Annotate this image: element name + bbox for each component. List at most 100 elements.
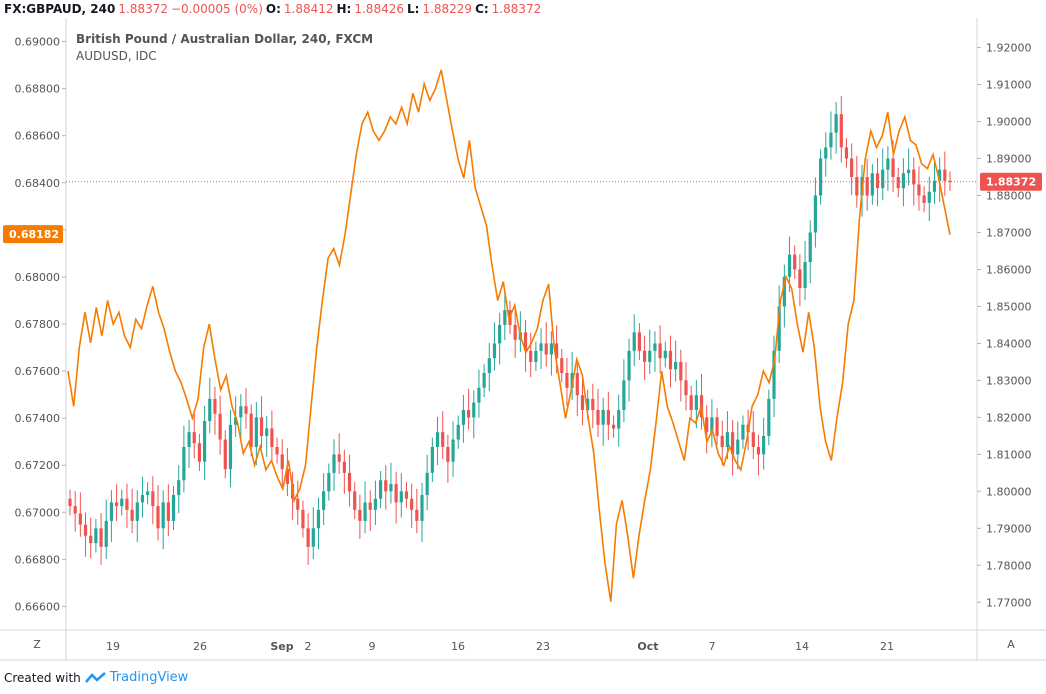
candle-body <box>399 491 403 503</box>
candle-body <box>539 343 543 351</box>
candle-body <box>135 502 139 521</box>
tradingview-logo[interactable]: TradingView <box>84 670 188 685</box>
candle-body <box>441 432 445 447</box>
left-tick-label: 0.67200 <box>15 459 61 472</box>
x-tick-label: 14 <box>795 640 809 653</box>
candle-body <box>896 177 900 189</box>
right-tick-label: 1.89000 <box>986 153 1032 166</box>
candle-body <box>513 324 517 340</box>
candle-body <box>793 254 797 270</box>
candle-body <box>239 406 243 418</box>
candle-body <box>824 147 828 159</box>
candle-body <box>492 343 497 359</box>
x-tick-label: 23 <box>536 640 550 653</box>
candle-body <box>803 262 807 288</box>
left-tick-label: 0.68800 <box>15 83 61 96</box>
candle-body <box>606 409 610 425</box>
close-value: 1.88372 <box>491 2 542 16</box>
x-tick-label: 7 <box>709 640 716 653</box>
candle-body <box>89 535 93 544</box>
candle-body <box>684 380 688 396</box>
candle-body <box>358 509 362 521</box>
compare-series-legend[interactable]: AUDUSD, IDC <box>76 49 157 63</box>
candle-body <box>736 439 740 455</box>
candle-body <box>265 428 269 436</box>
symbol-label[interactable]: FX:GBPAUD, 240 <box>4 2 116 16</box>
open-value: 1.88412 <box>283 2 334 16</box>
candle-body <box>741 424 745 440</box>
candle-body <box>73 506 77 514</box>
right-tick-label: 1.84000 <box>986 337 1032 350</box>
candle-body <box>151 491 155 507</box>
candle-body <box>197 443 202 462</box>
candle-body <box>798 269 802 288</box>
candle-body <box>384 480 388 492</box>
audusd-series-line <box>67 69 951 602</box>
candle-body <box>560 358 564 373</box>
candle-body <box>415 509 419 521</box>
candle-body <box>228 424 233 470</box>
candle-body <box>529 350 533 362</box>
candle-body <box>762 435 766 455</box>
candle-body <box>472 402 476 418</box>
candle-body <box>523 332 528 351</box>
left-tick-label: 0.67400 <box>15 412 61 425</box>
candle-body <box>461 409 466 425</box>
candle-body <box>818 158 823 196</box>
candle-body <box>891 158 895 178</box>
right-tick-label: 1.86000 <box>986 263 1032 276</box>
candle-body <box>808 232 812 263</box>
candle-body <box>337 454 341 462</box>
candle-body <box>886 158 890 170</box>
right-scale-toggle[interactable]: A <box>1007 638 1015 651</box>
right-tick-label: 1.87000 <box>986 226 1032 239</box>
left-tick-label: 0.68400 <box>15 177 61 190</box>
x-tick-label: 2 <box>305 640 312 653</box>
candle-body <box>498 324 502 344</box>
candle-body <box>834 114 838 133</box>
candle-body <box>850 158 854 178</box>
left-tick-label: 0.68000 <box>15 271 61 284</box>
candle-body <box>668 350 673 370</box>
candle-body <box>653 343 657 351</box>
candle-body <box>394 483 398 503</box>
candle-body <box>446 446 450 462</box>
candle-body <box>617 409 621 429</box>
last-price-value: 1.88372 <box>986 176 1036 189</box>
candle-body <box>674 361 678 370</box>
candle-body <box>632 332 636 351</box>
candle-body <box>104 520 108 547</box>
last-price-badge <box>980 172 1042 191</box>
candle-body <box>275 446 279 455</box>
candle-body <box>844 147 849 159</box>
candle-body <box>373 498 378 510</box>
footer: Created with TradingView <box>4 670 188 685</box>
right-tick-label: 1.83000 <box>986 374 1032 387</box>
candle-body <box>772 350 776 399</box>
candle-body <box>125 498 129 510</box>
main-series-legend[interactable]: British Pound / Australian Dollar, 240, … <box>76 32 374 46</box>
plot-background <box>0 18 1046 630</box>
right-tick-label: 1.80000 <box>986 485 1032 498</box>
left-scale-toggle[interactable]: Z <box>33 638 41 651</box>
candle-body <box>456 424 460 440</box>
candle-body <box>622 380 626 410</box>
candle-body <box>730 432 735 455</box>
candle-body <box>109 502 114 521</box>
right-tick-label: 1.79000 <box>986 522 1032 535</box>
candle-body <box>342 461 346 473</box>
candle-body <box>114 502 119 507</box>
candle-body <box>855 177 859 196</box>
candle-body <box>586 398 590 410</box>
candle-body <box>549 343 554 355</box>
candle-body <box>938 169 942 181</box>
tradingview-icon <box>84 671 106 683</box>
candle-body <box>870 173 874 196</box>
candle-body <box>192 432 196 444</box>
candle-body <box>565 372 569 388</box>
left-tick-label: 0.67600 <box>15 365 61 378</box>
candle-body <box>389 483 393 492</box>
candle-body <box>705 417 709 433</box>
candle-body <box>223 439 227 470</box>
